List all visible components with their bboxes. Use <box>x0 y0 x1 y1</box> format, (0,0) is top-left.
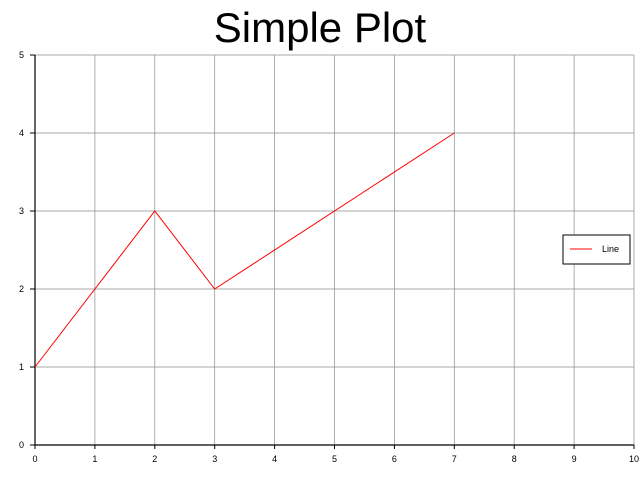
x-tick-label: 5 <box>332 454 337 464</box>
x-tick-label: 6 <box>392 454 397 464</box>
x-tick-label: 8 <box>512 454 517 464</box>
legend-label: Line <box>602 244 619 254</box>
legend: Line <box>562 234 631 265</box>
y-tick-label: 2 <box>19 284 24 294</box>
x-tick-label: 1 <box>92 454 97 464</box>
series <box>34 132 455 368</box>
x-tick-label: 7 <box>452 454 457 464</box>
x-tick-label: 10 <box>629 454 639 464</box>
x-tick-label: 3 <box>212 454 217 464</box>
tick-labels: 0 1 2 3 4 5 6 7 8 9 10 0 1 2 3 4 5 <box>19 50 639 464</box>
x-tick-label: 0 <box>32 454 37 464</box>
x-tick-label: 9 <box>572 454 577 464</box>
y-tick-label: 3 <box>19 206 24 216</box>
grid <box>35 54 635 445</box>
chart-title: Simple Plot <box>213 4 427 51</box>
x-tick-label: 2 <box>152 454 157 464</box>
y-tick-label: 4 <box>19 128 24 138</box>
axes <box>30 54 635 449</box>
x-tick-label: 4 <box>272 454 277 464</box>
y-tick-label: 5 <box>19 50 24 60</box>
series-line <box>34 132 455 368</box>
y-tick-label: 1 <box>19 362 24 372</box>
y-tick-label: 0 <box>19 440 24 450</box>
